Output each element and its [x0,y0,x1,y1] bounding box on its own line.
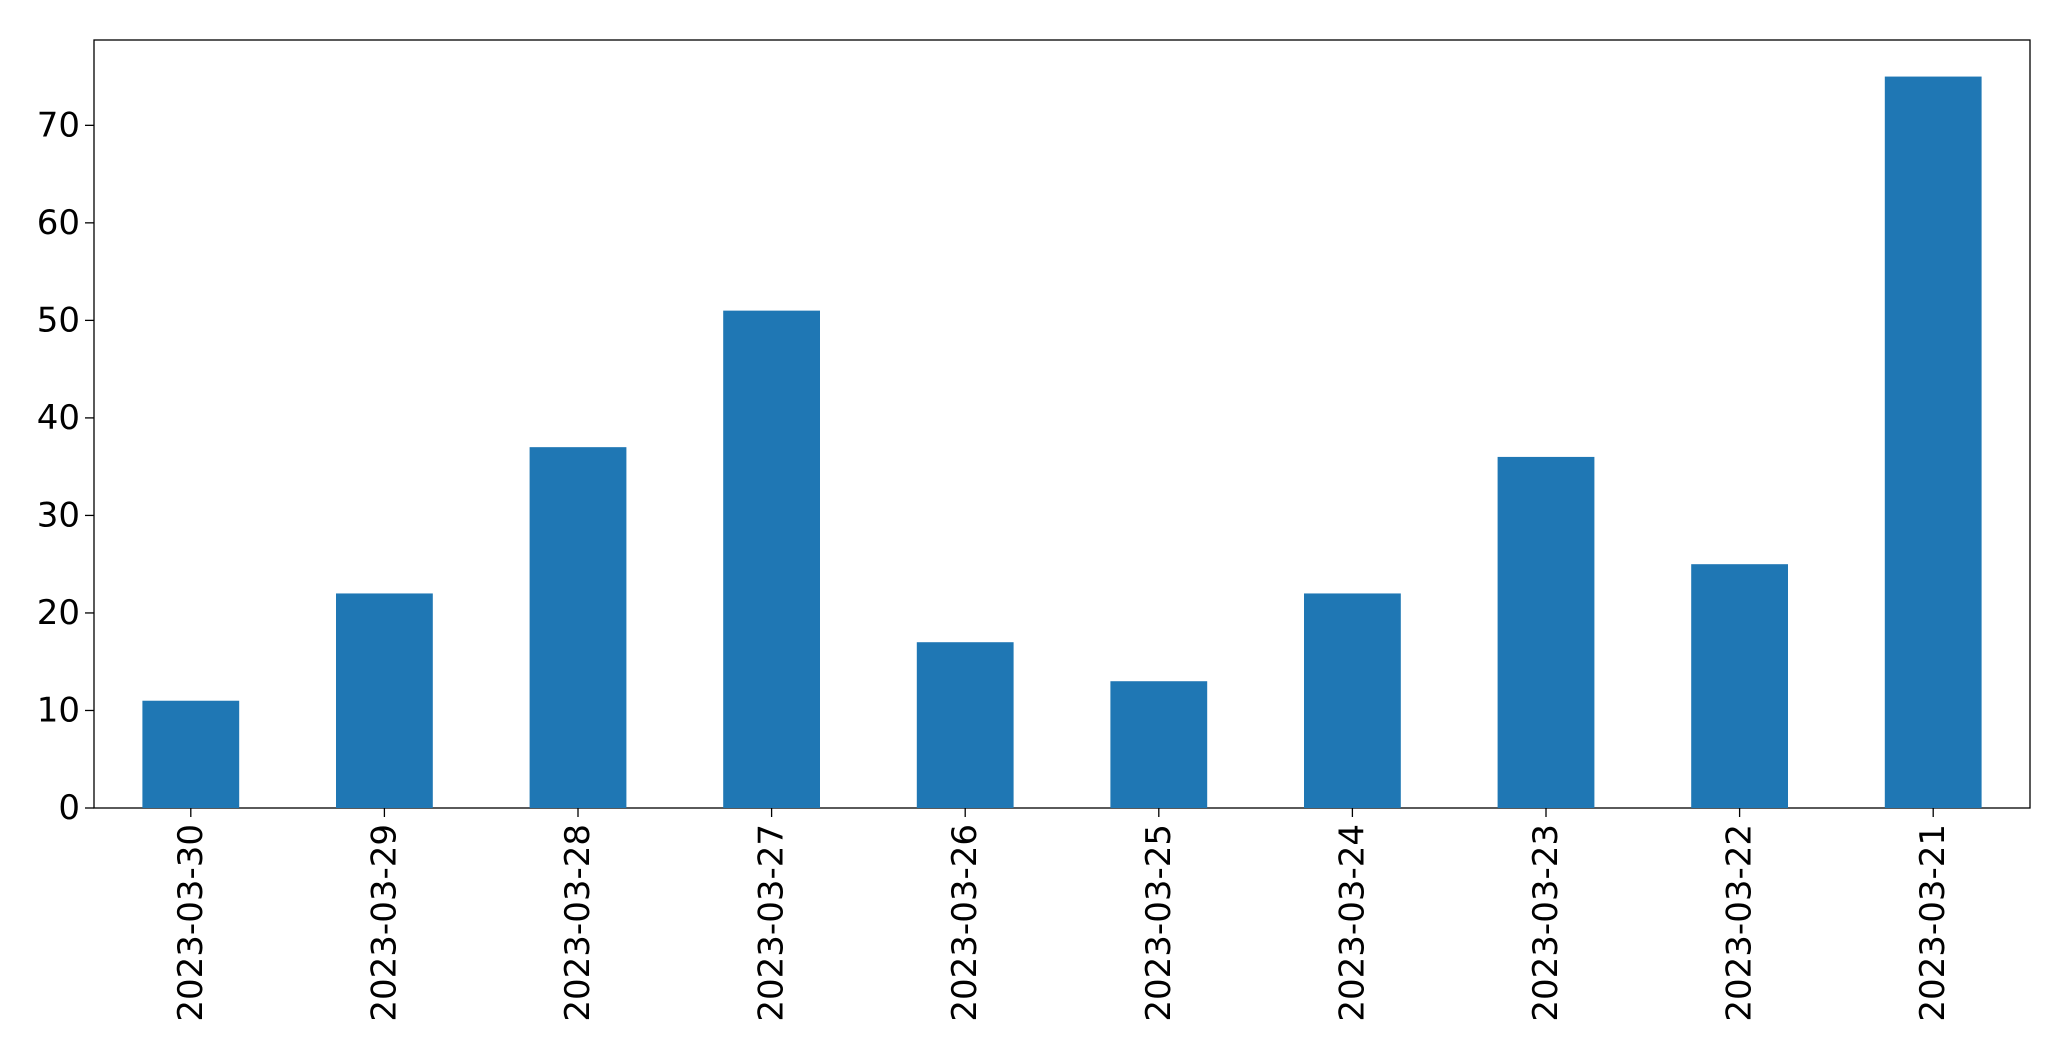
x-tick-label: 2023-03-29 [364,824,404,1022]
y-tick-label: 30 [37,495,80,535]
y-tick-label: 60 [37,203,80,243]
plot-frame [93,39,2031,809]
bar [529,447,627,808]
y-tick-label: 40 [37,398,80,438]
bar [916,642,1014,808]
bar [1497,456,1595,808]
x-tick-label: 2023-03-28 [558,824,598,1022]
x-tick-label: 2023-03-23 [1526,824,1566,1022]
y-tick-label: 70 [37,105,80,145]
y-tick-label: 50 [37,300,80,340]
bar [1691,564,1788,808]
x-tick-label: 2023-03-22 [1720,824,1760,1022]
x-tick-label: 2023-03-27 [752,824,792,1022]
y-tick-label: 20 [37,593,80,633]
x-tick-label: 2023-03-26 [945,824,985,1022]
bar [336,593,433,808]
x-tick-label: 2023-03-25 [1139,824,1179,1022]
bar [723,310,820,808]
bar [1304,593,1401,808]
x-tick-label: 2023-03-24 [1332,824,1372,1022]
y-tick-label: 10 [37,690,80,730]
x-tick-label: 2023-03-30 [171,824,211,1022]
x-tick-label: 2023-03-21 [1913,824,1953,1022]
bar [142,700,240,808]
bar [1884,76,1982,809]
bar [1110,681,1208,808]
y-tick-label: 0 [58,788,80,828]
